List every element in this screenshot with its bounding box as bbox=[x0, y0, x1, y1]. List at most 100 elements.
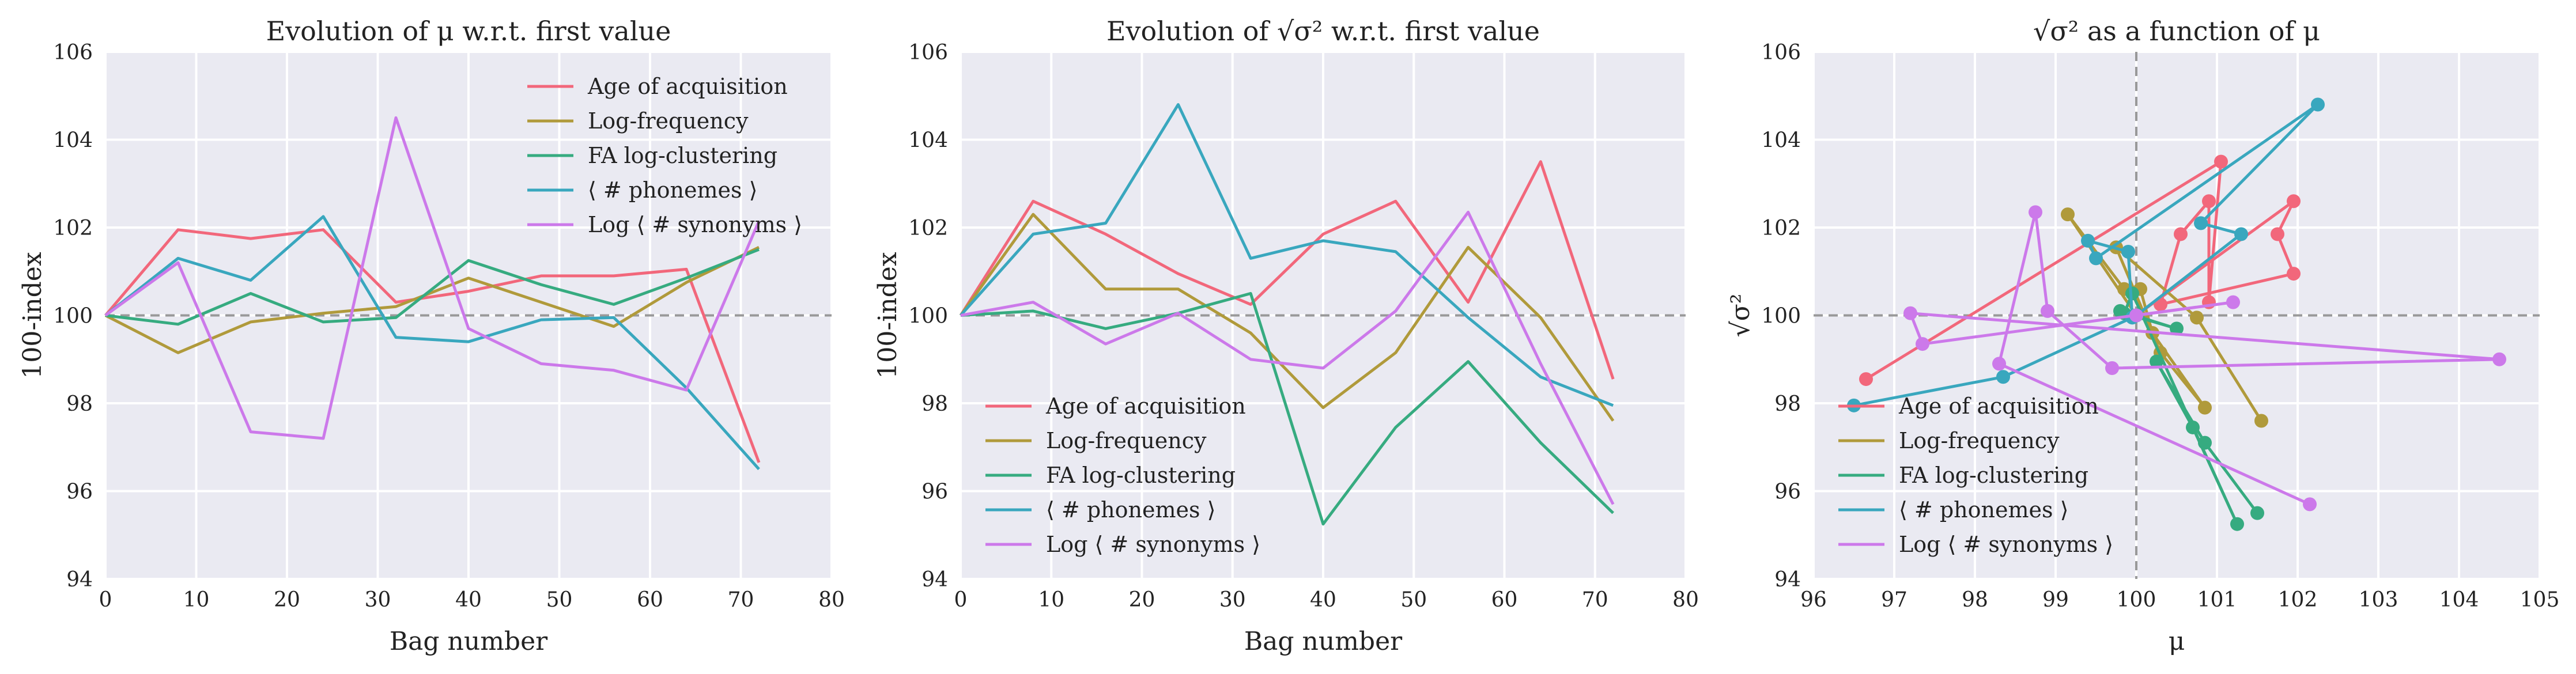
data-point bbox=[2230, 517, 2244, 531]
series-line bbox=[2118, 291, 2259, 526]
data-point bbox=[2271, 227, 2284, 241]
x-axis-label: Bag number bbox=[1244, 627, 1403, 656]
series-line bbox=[104, 215, 760, 471]
series-line bbox=[104, 116, 761, 440]
x-tick-label: 70 bbox=[728, 588, 754, 612]
y-tick-label: 104 bbox=[908, 129, 948, 153]
series-line bbox=[1865, 160, 2295, 381]
data-point bbox=[2234, 227, 2248, 241]
data-point bbox=[2190, 311, 2204, 325]
y-tick-label: 104 bbox=[53, 129, 93, 153]
x-tick-label: 70 bbox=[1582, 588, 1608, 612]
legend-label: Log ⟨ # synonyms ⟩ bbox=[588, 212, 802, 237]
data-point bbox=[2287, 194, 2301, 209]
y-axis-label: √σ² bbox=[1726, 294, 1755, 338]
y-tick-label: 104 bbox=[1761, 129, 1801, 153]
y-tick-label: 106 bbox=[908, 41, 948, 65]
x-tick-label: 50 bbox=[546, 588, 573, 612]
data-point bbox=[2303, 497, 2317, 512]
chart-title: Evolution of √σ² w.r.t. first value bbox=[1106, 16, 1540, 47]
x-tick-label: 100 bbox=[2117, 588, 2156, 612]
data-point bbox=[1859, 372, 1873, 387]
y-tick-label: 94 bbox=[1774, 568, 1801, 592]
data-point bbox=[2198, 436, 2212, 450]
legend-label: Log-frequency bbox=[1899, 428, 2060, 453]
legend-label: FA log-clustering bbox=[588, 143, 777, 168]
x-tick-label: 104 bbox=[2439, 588, 2479, 612]
x-tick-label: 30 bbox=[365, 588, 391, 612]
x-tick-label: 80 bbox=[818, 588, 845, 612]
y-tick-label: 102 bbox=[1761, 217, 1801, 240]
y-tick-label: 106 bbox=[1761, 41, 1801, 65]
y-tick-label: 106 bbox=[53, 41, 93, 65]
y-tick-label: 100 bbox=[1761, 305, 1801, 328]
y-tick-label: 100 bbox=[53, 305, 93, 328]
data-point bbox=[1996, 370, 2010, 384]
data-point bbox=[2150, 354, 2163, 369]
x-tick-label: 10 bbox=[1038, 588, 1064, 612]
x-tick-label: 40 bbox=[1310, 588, 1336, 612]
data-point bbox=[2492, 352, 2506, 366]
x-tick-label: 96 bbox=[1800, 588, 1827, 612]
data-point bbox=[2089, 251, 2103, 266]
y-tick-label: 94 bbox=[66, 568, 93, 592]
x-tick-label: 102 bbox=[2278, 588, 2318, 612]
x-tick-label: 80 bbox=[1672, 588, 1699, 612]
data-point bbox=[2254, 414, 2268, 428]
data-point bbox=[2214, 154, 2228, 169]
y-axis-label: 100-index bbox=[18, 252, 47, 378]
y-tick-label: 96 bbox=[1774, 480, 1801, 504]
y-tick-label: 102 bbox=[53, 217, 93, 240]
data-point bbox=[2029, 205, 2042, 219]
x-tick-label: 10 bbox=[183, 588, 210, 612]
legend-label: Log-frequency bbox=[588, 108, 749, 134]
chart-title: Evolution of μ w.r.t. first value bbox=[266, 16, 671, 47]
x-tick-label: 101 bbox=[2197, 588, 2237, 612]
data-point bbox=[1903, 306, 1917, 320]
chart-title: √σ² as a function of μ bbox=[2033, 16, 2320, 47]
legend-label: ⟨ # phonemes ⟩ bbox=[1046, 497, 1215, 522]
data-point bbox=[2174, 227, 2188, 241]
data-point bbox=[1992, 357, 2006, 371]
x-tick-label: 97 bbox=[1881, 588, 1908, 612]
chart-2: 0 10 20 30 40 50 60 70 80 94 96 98 100 102 104 106 Age o… bbox=[873, 16, 1699, 656]
data-point bbox=[2186, 420, 2200, 434]
x-tick-label: 20 bbox=[274, 588, 300, 612]
x-tick-label: 20 bbox=[1129, 588, 1155, 612]
data-point bbox=[2061, 207, 2075, 222]
chart-1: 0 10 20 30 40 50 60 70 80 94 96 98 100 102 104 106 Age o… bbox=[18, 16, 845, 656]
x-axis-label: Bag number bbox=[390, 627, 548, 656]
x-tick-label: 40 bbox=[455, 588, 482, 612]
series-line bbox=[104, 228, 761, 463]
series-line bbox=[959, 213, 1615, 422]
series-line bbox=[1909, 210, 2501, 506]
y-tick-label: 98 bbox=[66, 392, 93, 416]
data-point bbox=[2198, 400, 2212, 415]
legend-label: FA log-clustering bbox=[1899, 463, 2088, 488]
data-point bbox=[2250, 506, 2264, 520]
data-point bbox=[2226, 295, 2240, 309]
data-point bbox=[2170, 321, 2184, 336]
data-point bbox=[1916, 337, 1929, 351]
x-tick-label: 60 bbox=[637, 588, 663, 612]
x-tick-label: 0 bbox=[99, 588, 112, 612]
data-point bbox=[2287, 267, 2301, 281]
x-tick-label: 105 bbox=[2520, 588, 2560, 612]
data-point bbox=[2129, 308, 2143, 323]
legend-label: Log-frequency bbox=[1046, 428, 1207, 453]
x-tick-label: 50 bbox=[1400, 588, 1427, 612]
series-line bbox=[104, 246, 760, 354]
legend-label: Age of acquisition bbox=[587, 74, 788, 99]
x-axis-label: μ bbox=[2169, 627, 2185, 656]
data-point bbox=[2081, 233, 2095, 248]
data-point bbox=[2125, 286, 2139, 301]
series-line bbox=[960, 210, 1615, 505]
legend-label: Log ⟨ # synonyms ⟩ bbox=[1046, 532, 1260, 557]
series-line bbox=[105, 248, 760, 326]
y-tick-label: 96 bbox=[66, 480, 93, 504]
series-line bbox=[960, 103, 1614, 407]
data-point bbox=[2121, 244, 2135, 259]
x-tick-label: 30 bbox=[1219, 588, 1246, 612]
legend-label: Log ⟨ # synonyms ⟩ bbox=[1899, 532, 2113, 557]
